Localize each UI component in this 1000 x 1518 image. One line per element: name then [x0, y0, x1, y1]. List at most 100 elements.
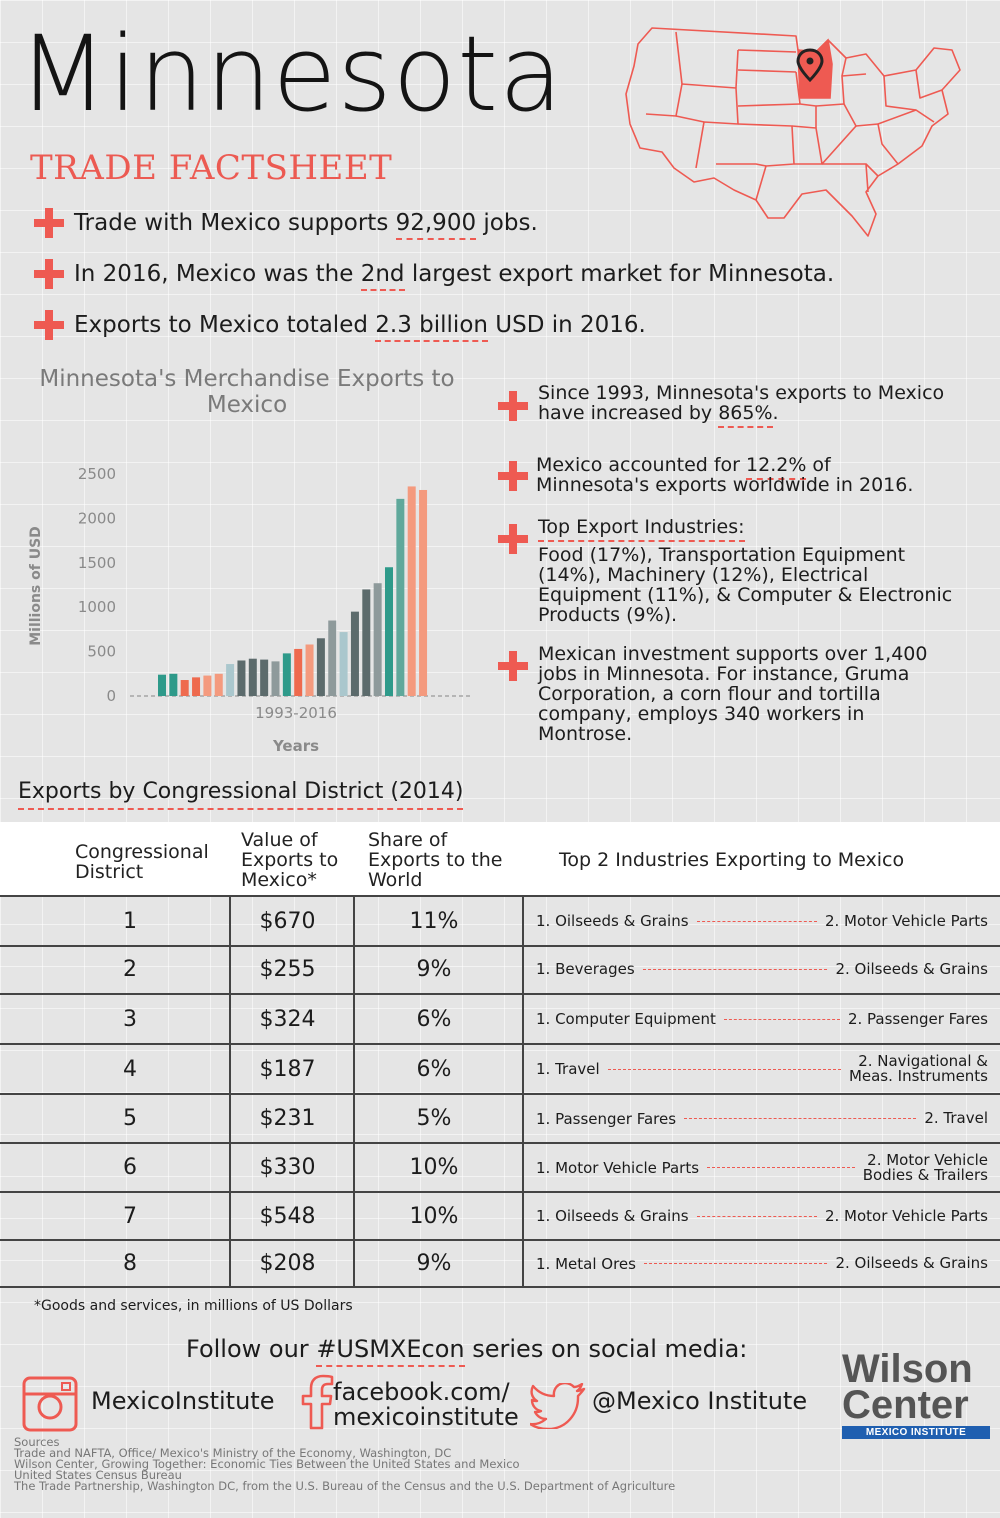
export-value: $208 — [259, 1251, 316, 1276]
export-value: $231 — [259, 1106, 316, 1131]
top-industries: 1. Metal Ores 2. Oilseeds & Grains — [536, 1241, 988, 1286]
follow-text: Follow our #USMXEcon series on social me… — [186, 1335, 747, 1367]
page-subtitle: TRADE FACTSHEET — [30, 148, 393, 188]
industry-second: 2. Navigational & Meas. Instruments — [848, 1052, 988, 1085]
bar-1996 — [192, 677, 201, 696]
bar-2012 — [373, 583, 382, 696]
table-row: 3 $324 6% 1. Computer Equipment 2. Passenger… — [0, 995, 1000, 1045]
fact-industries: Top Export Industries: Food (17%), Trans… — [498, 516, 978, 634]
us-map-icon — [625, 27, 961, 237]
district-number: 3 — [123, 1006, 137, 1032]
top-industries: 1. Oilseeds & Grains 2. Motor Vehicle Par… — [536, 897, 988, 945]
industry-first: 1. Oilseeds & Grains — [536, 1207, 689, 1225]
bar-2014 — [396, 498, 405, 696]
header-district: Congressional District — [75, 841, 209, 883]
bar-1999 — [226, 664, 235, 696]
map-pin-icon — [796, 48, 824, 83]
top-industries: 1. Passenger Fares 2. Travel — [536, 1095, 988, 1142]
wilson-center-logo: Wilson Center MEXICO INSTITUTE — [842, 1349, 990, 1439]
bar-2007 — [316, 638, 325, 696]
fact-increase: Since 1993, Minnesota's exports to Mexic… — [498, 383, 978, 434]
bar-2010 — [350, 611, 359, 696]
export-value: $330 — [259, 1155, 316, 1180]
facebook-icon[interactable] — [300, 1374, 334, 1430]
bar-2013 — [385, 567, 393, 696]
industry-first: 1. Passenger Fares — [536, 1109, 677, 1128]
dashed-connector — [684, 1118, 917, 1119]
bar-1994 — [169, 673, 178, 696]
district-number: 6 — [123, 1155, 137, 1180]
dashed-connector — [643, 1263, 828, 1264]
world-share: 6% — [416, 1056, 452, 1082]
chart-title: Minnesota's Merchandise Exports to Mexic… — [39, 366, 455, 419]
twitter-handle[interactable]: @Mexico Institute — [592, 1387, 808, 1415]
dashed-connector — [696, 1215, 817, 1217]
column-divider — [353, 895, 355, 1288]
exports-bar-chart: 0 500 1000 1500 2000 2500 1993-2016 Years Millio… — [28, 465, 470, 755]
dashed-connector — [696, 920, 817, 922]
dashed-connector — [607, 1068, 841, 1070]
top-industries: 1. Computer Equipment 2. Passenger Fares — [536, 995, 988, 1043]
industry-second: 2. Oilseeds & Grains — [835, 1254, 988, 1272]
plus-icon — [498, 651, 528, 681]
fact-market: In 2016, Mexico was the 2nd largest expo… — [34, 259, 834, 291]
top-industries: 1. Travel 2. Navigational & Meas. Instrume… — [536, 1045, 988, 1093]
bar-1997 — [203, 675, 212, 696]
plus-icon — [34, 310, 64, 340]
instagram-icon[interactable] — [22, 1376, 78, 1432]
instagram-handle[interactable]: MexicoInstitute — [91, 1387, 275, 1415]
dashed-connector — [723, 1018, 840, 1020]
page-title: Minnesota — [18, 13, 564, 135]
world-share: 5% — [416, 1106, 452, 1131]
district-number: 1 — [123, 908, 137, 934]
plus-icon — [498, 524, 528, 554]
fact-share: Mexico accounted for 12.2% of Minnesota'… — [498, 454, 978, 502]
column-divider — [522, 895, 524, 1288]
world-share: 10% — [409, 1203, 459, 1229]
y-axis-label: Millions of USD — [28, 526, 44, 646]
table-header: Congressional District Value of Exports to… — [0, 822, 1000, 895]
industry-second: 2. Passenger Fares — [847, 1009, 988, 1028]
industry-first: 1. Motor Vehicle Parts — [536, 1158, 700, 1177]
dashed-connector — [707, 1167, 855, 1168]
y-tick-label: 0 — [106, 687, 116, 705]
table-row: 6 $330 10% 1. Motor Vehicle Parts 2. Motor V… — [0, 1144, 1000, 1193]
header-share: Share of Exports to the World — [368, 829, 503, 891]
bar-2011 — [362, 589, 371, 696]
district-number: 2 — [123, 956, 137, 982]
bar-1993 — [158, 674, 166, 696]
facebook-link[interactable]: facebook.com/mexicoinstitute — [333, 1378, 519, 1431]
table-title: Exports by Congressional District (2014) — [18, 779, 464, 810]
export-value: $187 — [259, 1056, 316, 1082]
world-share: 11% — [409, 908, 459, 934]
bar-2004 — [282, 653, 291, 696]
plus-icon — [34, 259, 64, 289]
dashed-connector — [642, 968, 828, 970]
industry-second: 2. Oilseeds & Grains — [835, 959, 988, 978]
table-row: 4 $187 6% 1. Travel 2. Navigational & Meas. I… — [0, 1045, 1000, 1095]
y-tick-label: 500 — [87, 643, 116, 661]
twitter-icon[interactable] — [530, 1383, 586, 1429]
fact-jobs: Trade with Mexico supports 92,900 jobs. — [34, 208, 538, 240]
bar-2000 — [237, 660, 246, 696]
table-row: 7 $548 10% 1. Oilseeds & Grains 2. Motor Veh… — [0, 1193, 1000, 1241]
y-tick-label: 2500 — [78, 465, 116, 483]
bar-2001 — [248, 658, 257, 696]
district-number: 7 — [123, 1203, 137, 1229]
bar-2002 — [260, 659, 269, 696]
table-row: 5 $231 5% 1. Passenger Fares 2. Travel — [0, 1095, 1000, 1144]
table-footnote: *Goods and services, in millions of US D… — [34, 1298, 353, 1314]
top-industries: 1. Beverages 2. Oilseeds & Grains — [536, 945, 988, 993]
export-value: $548 — [259, 1203, 316, 1229]
industry-second: 2. Motor Vehicle Bodies & Trailers — [862, 1150, 988, 1184]
fact-investment: Mexican investment supports over 1,400 j… — [498, 644, 978, 747]
district-table: Congressional District Value of Exports to… — [0, 822, 1000, 1288]
industry-first: 1. Computer Equipment — [536, 1010, 716, 1028]
logo-line2: Center — [842, 1383, 969, 1427]
y-tick-label: 2000 — [78, 509, 116, 527]
y-tick-label: 1500 — [78, 554, 116, 572]
district-number: 5 — [123, 1106, 137, 1131]
world-share: 6% — [416, 1006, 452, 1032]
bar-2016 — [419, 489, 428, 696]
x-axis-label: Years — [272, 737, 319, 755]
